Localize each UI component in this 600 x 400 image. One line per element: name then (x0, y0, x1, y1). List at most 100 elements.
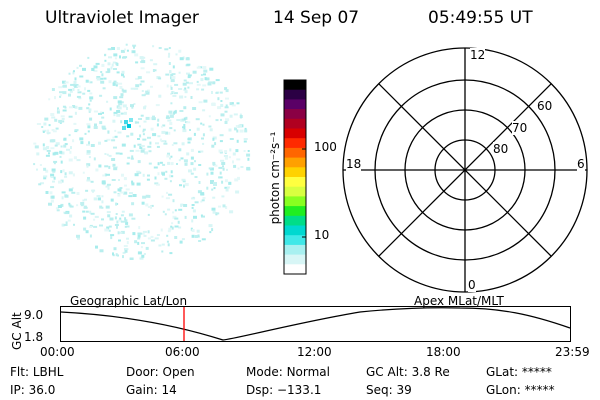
uv-pixel (183, 88, 187, 91)
uv-pixel (200, 200, 203, 203)
uv-pixel (228, 128, 232, 132)
uv-pixel (222, 167, 225, 171)
uv-pixel (147, 213, 150, 216)
uv-pixel (193, 132, 196, 136)
uv-pixel (101, 218, 104, 221)
uv-pixel (207, 82, 212, 86)
uv-pixel (42, 147, 47, 151)
uv-pixel (93, 69, 98, 72)
uv-pixel (116, 113, 121, 117)
uv-pixel (49, 191, 53, 195)
timeline-ylabel: GC Alt (10, 312, 24, 350)
uv-pixel (183, 124, 186, 127)
uv-pixel (89, 225, 93, 228)
uv-pixel (73, 122, 77, 125)
uv-pixel (107, 68, 111, 71)
uv-pixel (43, 175, 48, 178)
uv-pixel (128, 213, 133, 217)
uv-pixel (113, 114, 116, 117)
uv-pixel (50, 173, 55, 177)
uv-pixel (132, 194, 137, 197)
uv-pixel (159, 161, 163, 164)
uv-pixel (65, 221, 68, 225)
lat-label-70: 70 (512, 121, 528, 135)
uv-pixel (190, 148, 194, 152)
uv-pixel (187, 86, 190, 89)
uv-pixel (161, 195, 164, 198)
uv-pixel (121, 173, 124, 177)
uv-pixel (115, 84, 118, 87)
uv-pixel (74, 130, 78, 133)
uv-pixel (95, 62, 100, 65)
uv-pixel (243, 140, 247, 143)
uv-pixel (204, 77, 207, 81)
uv-pixel (146, 71, 151, 74)
uv-pixel (131, 180, 134, 184)
uv-pixel (164, 48, 169, 51)
uv-pixel (142, 128, 146, 131)
uv-pixel (221, 162, 226, 165)
uv-pixel (231, 104, 236, 107)
uv-pixel (116, 220, 119, 224)
uv-pixel (218, 176, 223, 179)
info-gc-alt: GC Alt: 3.8 Re (366, 365, 450, 379)
uv-pixel (136, 182, 141, 186)
uv-pixel (74, 111, 77, 115)
uv-pixel (201, 137, 204, 140)
uv-pixel (87, 130, 90, 133)
uv-pixel (55, 142, 60, 146)
uv-pixel (137, 160, 141, 164)
uv-pixel (38, 183, 42, 186)
uv-pixel (176, 163, 178, 165)
uv-pixel (112, 82, 116, 86)
uv-pixel (94, 215, 99, 218)
uv-pixel (178, 49, 182, 53)
uv-pixel (212, 137, 215, 141)
uv-pixel (215, 119, 219, 122)
uv-pixel (171, 226, 174, 230)
uv-pixel (51, 116, 56, 119)
uv-pixel (202, 123, 205, 126)
uv-pixel (79, 64, 82, 67)
uv-pixel (51, 168, 56, 172)
uv-pixel (140, 145, 145, 148)
uv-pixel (108, 165, 111, 169)
uv-pixel (226, 168, 228, 171)
uv-pixel (99, 205, 103, 209)
uv-pixel (205, 77, 210, 81)
info-mode: Mode: Normal (246, 365, 330, 379)
uv-pixel (71, 187, 74, 190)
uv-pixel (135, 84, 140, 88)
uv-pixel (123, 191, 128, 195)
uv-pixel (114, 82, 119, 86)
uv-pixel (141, 57, 144, 61)
uv-pixel (169, 157, 171, 160)
uv-pixel (98, 164, 102, 168)
uv-pixel (124, 249, 128, 253)
uv-pixel (215, 212, 220, 215)
uv-pixel (228, 181, 232, 185)
uv-pixel (60, 115, 65, 118)
uv-pixel (96, 76, 101, 79)
uv-pixel (183, 79, 187, 82)
uv-pixel (194, 176, 198, 178)
uv-pixel (198, 181, 201, 184)
uv-pixel (168, 227, 172, 231)
uv-pixel (239, 115, 243, 118)
uv-pixel (222, 165, 224, 168)
uv-pixel (137, 232, 142, 235)
uv-pixel (106, 138, 111, 141)
uv-pixel (79, 75, 84, 78)
uv-pixel (220, 118, 222, 121)
uv-pixel (122, 75, 125, 78)
uv-pixel (202, 109, 206, 112)
uv-pixel (102, 174, 105, 177)
uv-pixel (63, 224, 68, 226)
uv-pixel (209, 128, 213, 132)
uv-pixel (111, 158, 116, 161)
uv-pixel (233, 113, 238, 116)
uv-pixel (140, 80, 145, 83)
uv-pixel (168, 131, 171, 135)
uv-pixel (89, 234, 92, 238)
uv-bright-pixel (124, 120, 128, 124)
